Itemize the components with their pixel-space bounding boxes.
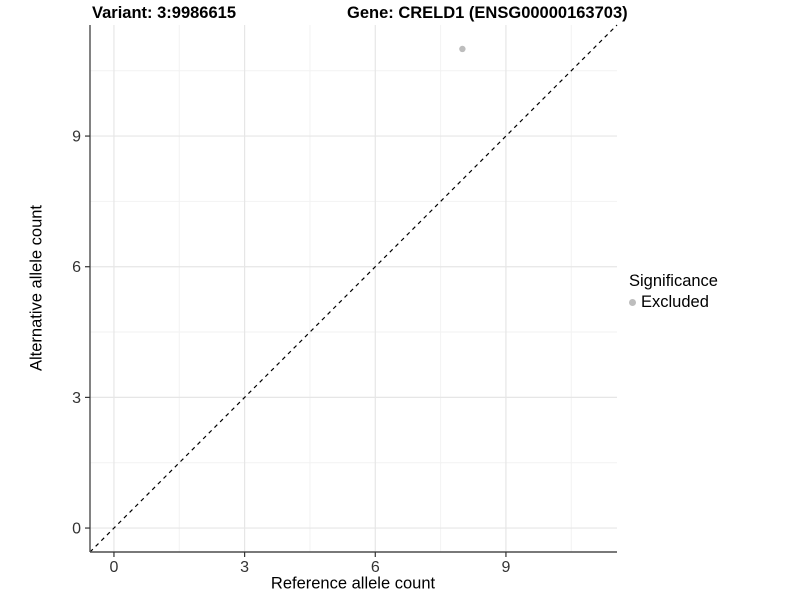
x-tick-label: 9 [501, 559, 510, 576]
y-tick-label: 3 [72, 390, 81, 407]
y-tick-label: 6 [72, 259, 81, 276]
legend-item-excluded: Excluded [629, 292, 718, 312]
legend-item-label: Excluded [641, 293, 709, 311]
data-point [459, 45, 466, 53]
y-tick-label: 9 [72, 129, 81, 146]
legend-title: Significance [629, 272, 718, 290]
x-tick-label: 0 [110, 559, 119, 576]
legend-point-icon [629, 298, 636, 306]
x-axis-title: Reference allele count [270, 574, 436, 593]
plot-title-gene: Gene: CRELD1 (ENSG00000163703) [347, 4, 628, 22]
x-tick-label: 3 [240, 559, 249, 576]
identity-dashed-line [89, 24, 618, 553]
x-tick-label: 6 [371, 559, 380, 576]
y-axis-title: Alternative allele count [27, 204, 46, 372]
plot-title-variant: Variant: 3:9986615 [92, 4, 237, 22]
legend: Significance Excluded [629, 271, 718, 312]
y-tick-label: 0 [72, 521, 81, 538]
